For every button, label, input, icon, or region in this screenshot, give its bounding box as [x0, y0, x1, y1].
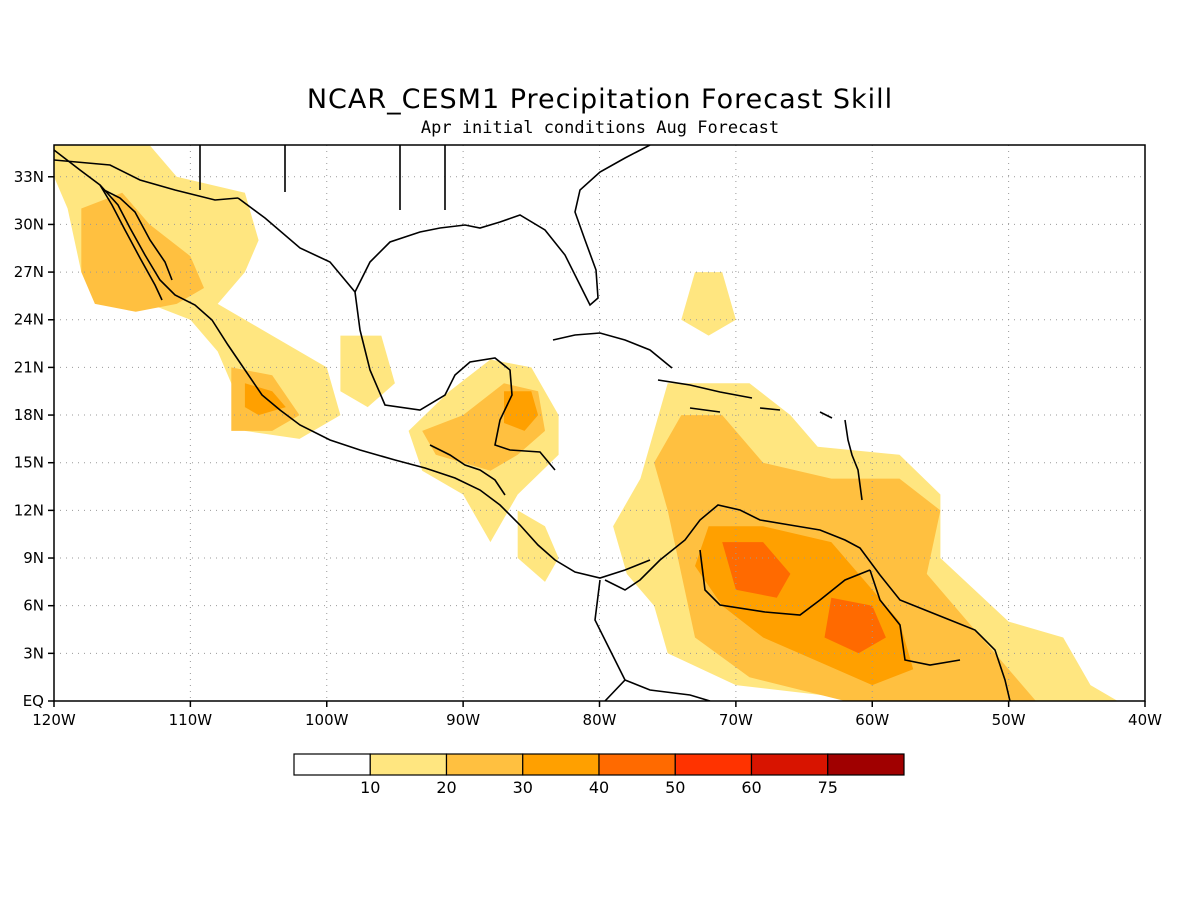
y-tick-label: 15N	[14, 454, 44, 472]
colorbar-swatch	[522, 753, 600, 776]
us-gulf-coast	[354, 145, 651, 307]
colorbar-label: 30	[513, 778, 533, 797]
lesser-antilles	[844, 419, 863, 501]
south-america-west-coast	[594, 579, 711, 701]
skill-region-7	[504, 391, 539, 431]
gulf-coast	[237, 197, 556, 471]
colorbar-label: 40	[589, 778, 609, 797]
colorbar-label: 75	[818, 778, 838, 797]
skill-region-4	[340, 335, 395, 408]
y-tick-label: 9N	[23, 549, 44, 567]
skill-region-13	[722, 542, 791, 598]
colorbar-swatch	[445, 753, 524, 776]
south-america-coastline	[604, 504, 1011, 701]
y-tick-label: 21N	[14, 358, 44, 376]
x-tick-label: 120W	[32, 711, 76, 729]
skill-region-14	[824, 597, 886, 654]
y-tick-label: 18N	[14, 406, 44, 424]
colorbar-swatch	[293, 753, 371, 776]
guiana-border	[869, 569, 961, 666]
central-america-border	[429, 444, 506, 496]
y-tick-label: 33N	[14, 168, 44, 186]
y-tick-label: 12N	[14, 501, 44, 519]
y-tick-label: EQ	[23, 692, 44, 710]
us-mexico-border	[54, 145, 446, 210]
axis-ticks: 120W 110W 100W 90W 80W 70W 60W 50W 40W EQ 3N 6N 9N 12…	[14, 168, 1162, 729]
colorbar-swatch	[674, 753, 753, 776]
y-tick-label: 30N	[14, 215, 44, 233]
skill-shading-layer	[54, 145, 1118, 701]
x-tick-label: 80W	[583, 711, 617, 729]
colorbar-swatch	[369, 753, 448, 776]
x-tick-label: 50W	[992, 711, 1026, 729]
colorbar-swatch	[598, 753, 676, 776]
caribbean-islands	[552, 332, 833, 419]
x-tick-label: 90W	[446, 711, 480, 729]
chart-subtitle: Apr initial conditions Aug Forecast	[420, 118, 780, 138]
baja-california-coastline	[99, 184, 173, 301]
x-tick-label: 70W	[719, 711, 753, 729]
x-tick-label: 100W	[305, 711, 349, 729]
venezuela-border	[699, 549, 871, 616]
chart-title: NCAR_CESM1 Precipitation Forecast Skill	[306, 84, 894, 115]
x-tick-label: 110W	[169, 711, 213, 729]
colorbar-label: 60	[741, 778, 761, 797]
y-tick-label: 27N	[14, 263, 44, 281]
x-tick-label: 60W	[855, 711, 889, 729]
colorbar-swatch	[827, 753, 905, 776]
colorbar-label: 50	[665, 778, 685, 797]
colorbar: 10 20 30 40 50 60 75	[293, 753, 905, 797]
y-tick-label: 6N	[23, 597, 44, 615]
colorbar-swatch	[750, 753, 829, 776]
y-tick-label: 3N	[23, 644, 44, 662]
x-tick-label: 40W	[1128, 711, 1162, 729]
colorbar-label: 10	[360, 778, 380, 797]
colorbar-label: 20	[436, 778, 456, 797]
coastline-layer	[54, 145, 1011, 701]
north-america-coastline	[54, 149, 651, 579]
skill-region-9	[681, 272, 736, 336]
y-tick-label: 24N	[14, 311, 44, 329]
